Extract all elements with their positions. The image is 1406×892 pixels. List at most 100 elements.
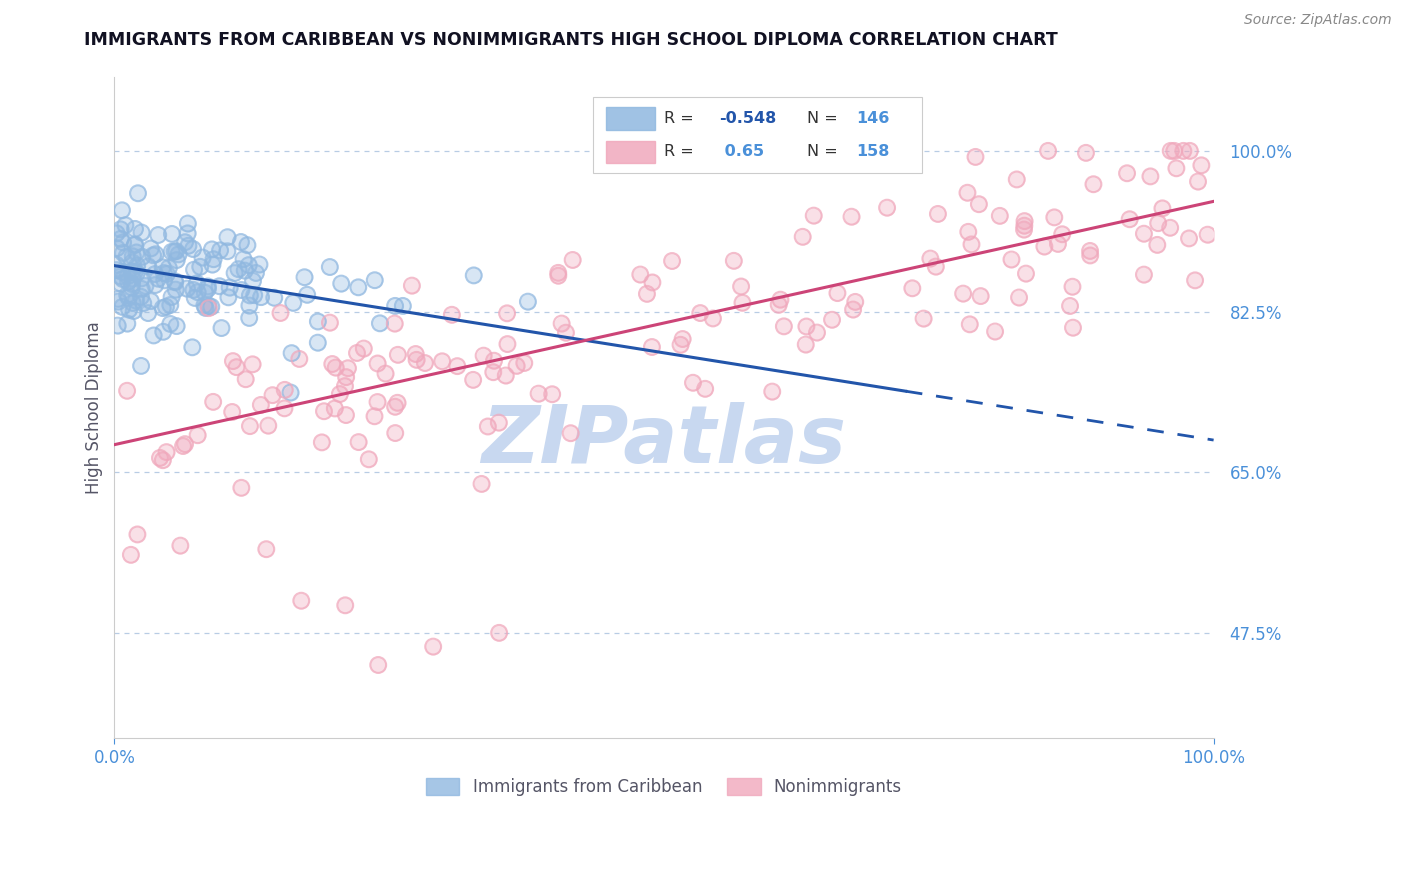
- Text: -0.548: -0.548: [718, 111, 776, 126]
- Point: [145, 247, 167, 261]
- Point: [117, 291, 139, 305]
- Point: [384, 317, 406, 331]
- Point: [323, 401, 346, 416]
- Point: [114, 218, 136, 232]
- Point: [827, 286, 849, 301]
- Point: [105, 241, 128, 255]
- Point: [796, 319, 818, 334]
- Point: [166, 253, 188, 268]
- Point: [912, 311, 935, 326]
- Point: [208, 279, 231, 293]
- Point: [1146, 238, 1168, 252]
- Point: [925, 260, 948, 274]
- Point: [125, 245, 148, 260]
- Point: [547, 266, 569, 280]
- Point: [160, 244, 183, 259]
- Point: [165, 283, 187, 297]
- Point: [295, 287, 318, 301]
- Point: [193, 298, 215, 312]
- Point: [188, 260, 211, 274]
- Point: [202, 395, 225, 409]
- Point: [323, 401, 346, 416]
- Point: [702, 311, 724, 326]
- Point: [307, 335, 329, 350]
- Point: [146, 271, 169, 285]
- Point: [148, 227, 170, 242]
- Point: [245, 266, 267, 280]
- Point: [239, 288, 262, 302]
- Point: [176, 282, 198, 296]
- Point: [761, 384, 783, 399]
- Point: [628, 268, 651, 282]
- Point: [160, 290, 183, 304]
- Point: [1189, 158, 1212, 172]
- Point: [773, 319, 796, 334]
- Point: [169, 539, 191, 553]
- Point: [159, 317, 181, 331]
- Point: [187, 285, 209, 300]
- Point: [1184, 273, 1206, 287]
- Point: [124, 237, 146, 252]
- Point: [1000, 252, 1022, 267]
- Point: [384, 400, 406, 414]
- Point: [319, 260, 342, 274]
- Point: [731, 295, 754, 310]
- Point: [413, 356, 436, 370]
- Point: [1005, 172, 1028, 186]
- Point: [1078, 244, 1101, 258]
- Legend: Immigrants from Caribbean, Nonimmigrants: Immigrants from Caribbean, Nonimmigrants: [419, 772, 908, 803]
- Point: [110, 222, 132, 236]
- Point: [792, 229, 814, 244]
- Point: [1163, 144, 1185, 158]
- Point: [187, 428, 209, 442]
- Point: [1197, 227, 1219, 242]
- Point: [1012, 222, 1035, 236]
- Point: [367, 657, 389, 672]
- Point: [560, 426, 582, 441]
- Point: [541, 387, 564, 401]
- Point: [186, 277, 208, 291]
- Point: [335, 408, 357, 422]
- Text: R =: R =: [664, 111, 699, 126]
- Point: [142, 328, 165, 343]
- Point: [238, 299, 260, 313]
- Point: [488, 416, 510, 430]
- Point: [250, 398, 273, 412]
- Point: [236, 238, 259, 252]
- Point: [183, 262, 205, 277]
- Point: [233, 263, 256, 277]
- Point: [325, 360, 347, 375]
- Point: [127, 259, 149, 273]
- Point: [1189, 158, 1212, 172]
- Point: [121, 264, 143, 278]
- Point: [228, 262, 250, 277]
- Point: [221, 405, 243, 419]
- Point: [217, 244, 239, 259]
- Point: [1008, 291, 1031, 305]
- Point: [124, 265, 146, 279]
- Point: [115, 288, 138, 302]
- Point: [187, 285, 209, 300]
- Point: [769, 293, 792, 307]
- Point: [335, 599, 357, 613]
- Point: [496, 337, 519, 351]
- Point: [844, 294, 866, 309]
- Point: [202, 252, 225, 267]
- Point: [311, 435, 333, 450]
- Point: [842, 302, 865, 317]
- Point: [217, 230, 239, 244]
- Point: [191, 251, 214, 265]
- Point: [1033, 239, 1056, 253]
- Point: [319, 316, 342, 330]
- Point: [387, 348, 409, 362]
- Point: [273, 401, 295, 416]
- Point: [105, 258, 128, 272]
- Point: [641, 276, 664, 290]
- Point: [145, 247, 167, 261]
- Point: [482, 353, 505, 368]
- Point: [311, 435, 333, 450]
- Point: [367, 657, 389, 672]
- Point: [547, 266, 569, 280]
- Point: [1160, 144, 1182, 158]
- Point: [1043, 211, 1066, 225]
